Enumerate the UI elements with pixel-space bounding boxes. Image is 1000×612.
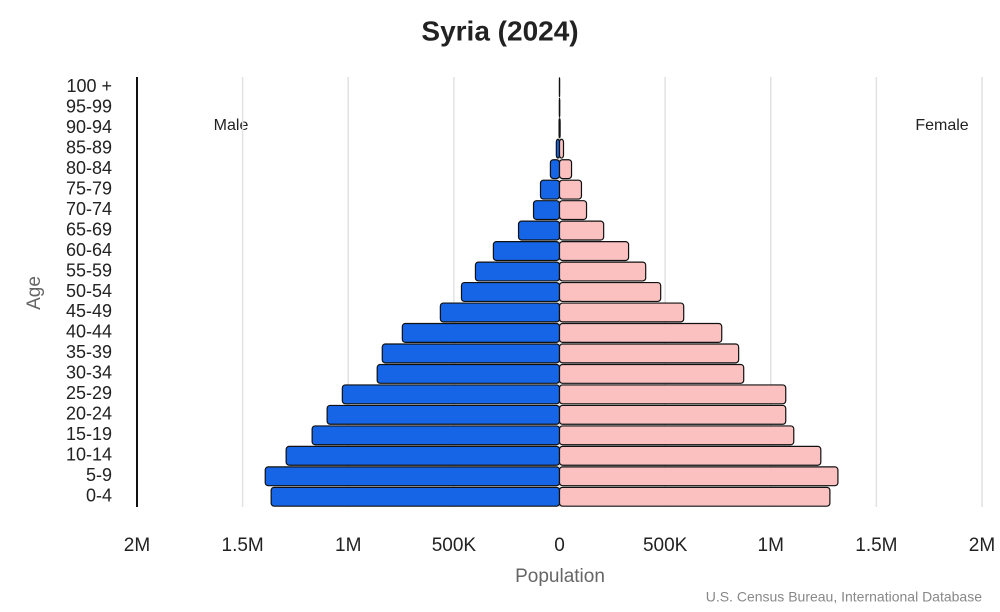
bar bbox=[381, 343, 561, 364]
y-tick-label: 5-9 bbox=[86, 465, 112, 485]
x-tick-label: 2M bbox=[124, 535, 150, 556]
bar bbox=[558, 343, 740, 364]
y-tick-label: 25-29 bbox=[66, 383, 112, 403]
bar bbox=[558, 241, 630, 262]
y-tick-label: 10-14 bbox=[66, 445, 112, 465]
bar bbox=[439, 302, 561, 323]
bar bbox=[558, 261, 647, 282]
y-tick-label: 55-59 bbox=[66, 260, 112, 280]
x-tick-label: 1.5M bbox=[855, 535, 897, 556]
x-tick-label: 500K bbox=[432, 535, 477, 556]
y-tick-label: 65-69 bbox=[66, 219, 112, 239]
bar bbox=[311, 425, 561, 446]
x-tick-label: 500K bbox=[643, 535, 688, 556]
x-tick-label: 0 bbox=[554, 535, 565, 556]
y-tick-label: 90-94 bbox=[66, 117, 112, 137]
chart-title: Syria (2024) bbox=[421, 15, 578, 46]
bar bbox=[558, 179, 583, 200]
bar bbox=[558, 200, 588, 221]
legend-label: Male bbox=[214, 117, 249, 134]
bar bbox=[376, 363, 561, 384]
bar bbox=[285, 445, 561, 466]
y-tick-label: 75-79 bbox=[66, 178, 112, 198]
bar bbox=[558, 281, 662, 303]
y-tick-label: 100 + bbox=[66, 76, 112, 96]
bar bbox=[558, 322, 723, 343]
source-note: U.S. Census Bureau, International Databa… bbox=[706, 589, 982, 605]
y-tick-label: 95-99 bbox=[66, 96, 112, 116]
y-tick-label: 35-39 bbox=[66, 342, 112, 362]
y-tick-label: 0-4 bbox=[86, 486, 112, 506]
y-tick-label: 50-54 bbox=[66, 281, 112, 301]
bar bbox=[558, 363, 745, 384]
bar bbox=[558, 466, 839, 487]
bar bbox=[558, 425, 795, 446]
bar bbox=[558, 118, 561, 139]
y-axis-label: Age bbox=[24, 276, 45, 310]
y-tick-label: 80-84 bbox=[66, 158, 112, 178]
bar bbox=[474, 261, 561, 282]
bar bbox=[558, 138, 565, 159]
bar bbox=[492, 241, 561, 262]
bar bbox=[558, 220, 605, 241]
bar bbox=[270, 486, 561, 507]
y-tick-label: 40-44 bbox=[66, 322, 112, 342]
bar bbox=[549, 159, 561, 180]
bar bbox=[460, 281, 561, 303]
x-tick-label: 2M bbox=[969, 535, 995, 556]
x-tick-label: 1M bbox=[758, 535, 784, 556]
bar bbox=[558, 486, 831, 507]
y-tick-label: 30-34 bbox=[66, 363, 112, 383]
bar bbox=[264, 466, 561, 487]
bar bbox=[341, 384, 561, 405]
x-tick-label: 1.5M bbox=[222, 535, 264, 556]
bar bbox=[558, 384, 787, 405]
y-tick-label: 60-64 bbox=[66, 240, 112, 260]
y-tick-label: 15-19 bbox=[66, 424, 112, 444]
legend-label: Female bbox=[915, 117, 968, 134]
bar bbox=[558, 445, 822, 466]
bar bbox=[558, 302, 685, 323]
bar bbox=[539, 179, 561, 200]
bar bbox=[558, 159, 573, 180]
x-axis-label: Population bbox=[515, 566, 605, 587]
y-tick-label: 70-74 bbox=[66, 199, 112, 219]
y-tick-label: 20-24 bbox=[66, 404, 112, 424]
bar bbox=[532, 200, 561, 221]
bar bbox=[558, 404, 787, 425]
bar bbox=[401, 322, 561, 343]
bar bbox=[326, 404, 561, 425]
x-tick-label: 1M bbox=[335, 535, 361, 556]
y-tick-label: 85-89 bbox=[66, 137, 112, 157]
y-tick-label: 45-49 bbox=[66, 301, 112, 321]
bar bbox=[517, 220, 561, 241]
